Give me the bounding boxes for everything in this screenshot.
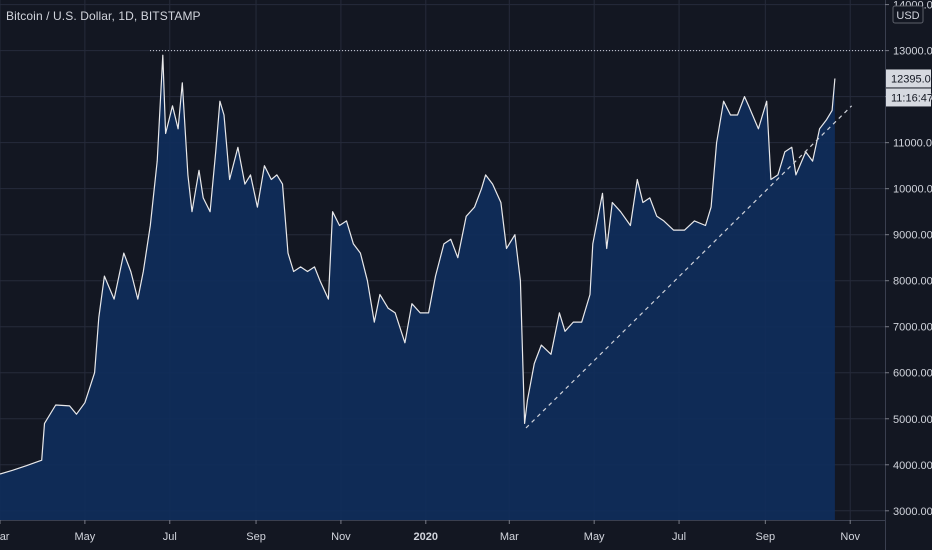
- price-tags: USD 12395.00 11:16:47: [886, 5, 932, 107]
- currency-label: USD: [896, 10, 919, 22]
- price-tick-label: 10000.00: [893, 184, 932, 196]
- time-tick-label: Jul: [672, 531, 686, 543]
- price-tick-label: 9000.00: [893, 230, 932, 242]
- price-tick-label: 7000.00: [893, 322, 932, 334]
- time-tick-label: Jul: [163, 531, 177, 543]
- price-tick-label: 11000.00: [893, 138, 932, 150]
- last-price-label: 12395.00: [891, 73, 932, 85]
- price-tick-label: 6000.00: [893, 368, 932, 380]
- price-tick-label: 4000.00: [893, 460, 932, 472]
- price-tick-label: 13000.00: [893, 46, 932, 58]
- time-tick-label: May: [584, 531, 605, 543]
- time-tick-label: Nov: [331, 531, 351, 543]
- price-tick-label: 5000.00: [893, 414, 932, 426]
- time-tick-label: Mar: [0, 531, 10, 543]
- price-area-fill: [0, 55, 835, 520]
- symbol-title: Bitcoin / U.S. Dollar, 1D, BITSTAMP: [6, 9, 201, 23]
- time-tick-label: Sep: [246, 531, 266, 543]
- currency-label-box[interactable]: [892, 5, 924, 24]
- price-line: [0, 54, 836, 475]
- time-tick-label: May: [74, 531, 95, 543]
- time-axis: Mar May Jul Sep Nov 2020 Mar May Jul Sep Nov: [0, 520, 885, 543]
- price-tick-label: 8000.00: [893, 276, 932, 288]
- countdown-tag: [886, 88, 931, 107]
- time-tick-label: 2020: [414, 531, 438, 543]
- countdown-label: 11:16:47: [891, 92, 932, 104]
- price-tick-label: 3000.00: [893, 506, 932, 518]
- time-tick-label: Sep: [756, 531, 776, 543]
- price-axis: 3000.00 4000.00 5000.00 6000.00 7000.00 8000.…: [885, 0, 932, 550]
- time-tick-label: Nov: [840, 531, 860, 543]
- time-tick-label: Mar: [500, 531, 519, 543]
- last-price-tag: [886, 69, 931, 88]
